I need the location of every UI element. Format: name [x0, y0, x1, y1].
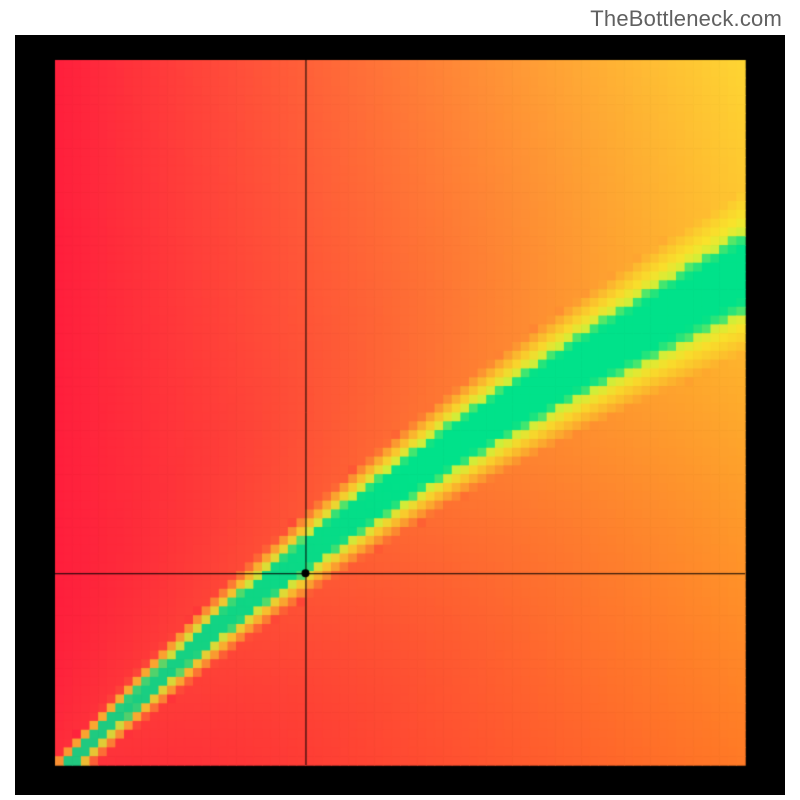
heatmap-canvas — [15, 35, 785, 795]
watermark-text: TheBottleneck.com — [590, 6, 782, 32]
root: TheBottleneck.com — [0, 0, 800, 800]
plot-frame — [15, 35, 785, 795]
